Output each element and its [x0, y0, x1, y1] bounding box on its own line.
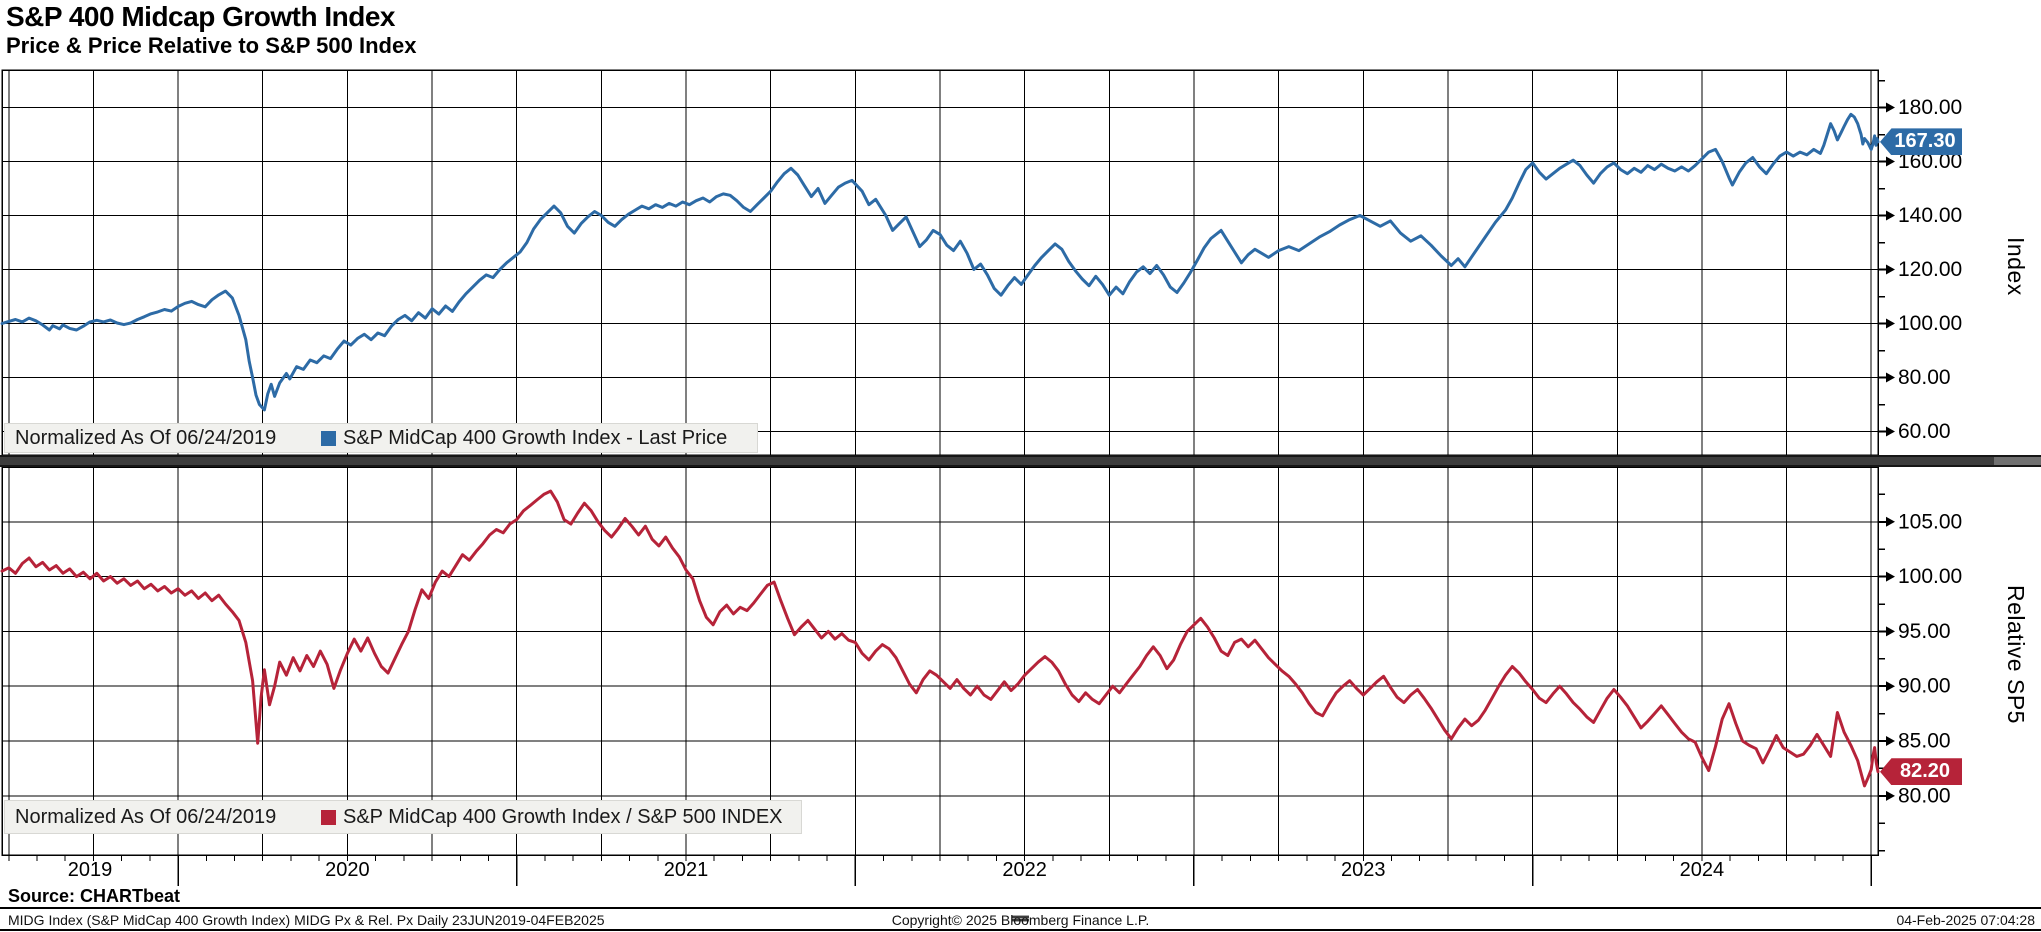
- svg-text:120.00: 120.00: [1898, 258, 1962, 281]
- footer-timestamp: 04-Feb-2025 07:04:28: [1896, 912, 2035, 928]
- svg-text:160.00: 160.00: [1898, 150, 1962, 173]
- svg-text:85.00: 85.00: [1898, 730, 1951, 753]
- splitter-grip-icon[interactable]: [1012, 915, 1029, 922]
- svg-text:100.00: 100.00: [1898, 565, 1962, 588]
- legend-normalized-label: Normalized As Of 06/24/2019: [15, 426, 277, 449]
- page-subtitle: Price & Price Relative to S&P 500 Index: [6, 33, 417, 58]
- legend-index-panel: Normalized As Of 06/24/2019 S&P MidCap 4…: [4, 423, 758, 453]
- source-label: Source: CHARTbeat: [8, 886, 181, 906]
- svg-text:95.00: 95.00: [1898, 620, 1951, 643]
- panel-splitter[interactable]: [0, 455, 2041, 922]
- footer-copyright: Copyright© 2025 Bloomberg Finance L.P.: [891, 912, 1150, 928]
- legend-index-series-label: S&P MidCap 400 Growth Index - Last Price: [343, 426, 728, 449]
- x-axis-year-label: 2021: [663, 859, 709, 881]
- relative-series-swatch-icon: [321, 809, 336, 825]
- x-axis-year-label: 2019: [67, 859, 113, 881]
- splitter-right-cap: [1994, 457, 2041, 465]
- svg-text:105.00: 105.00: [1898, 510, 1962, 533]
- footer-security-description: MIDG Index (S&P MidCap 400 Growth Index)…: [8, 912, 605, 928]
- page-title: S&P 400 Midcap Growth Index: [6, 1, 395, 32]
- index-series-swatch-icon: [321, 430, 336, 446]
- y-axis-title-index: Index: [2003, 237, 2029, 296]
- svg-text:90.00: 90.00: [1898, 675, 1951, 698]
- legend-relative-series-label: S&P MidCap 400 Growth Index / S&P 500 IN…: [343, 805, 783, 828]
- x-axis-year-label: 2023: [1341, 859, 1386, 881]
- svg-text:140.00: 140.00: [1898, 204, 1962, 227]
- svg-text:80.00: 80.00: [1898, 784, 1951, 807]
- x-axis-year-label: 2022: [1002, 859, 1047, 881]
- last-price-tag-index: 167.30: [1880, 128, 1962, 156]
- legend-relative-panel: Normalized As Of 06/24/2019 S&P MidCap 4…: [4, 800, 802, 834]
- y-axis-title-relative: Relative SP5: [2003, 585, 2029, 724]
- last-price-tag-relative: 82.20: [1880, 758, 1962, 786]
- svg-text:100.00: 100.00: [1898, 312, 1962, 335]
- svg-text:60.00: 60.00: [1898, 420, 1951, 443]
- svg-text:80.00: 80.00: [1898, 366, 1951, 389]
- footer-bar: MIDG Index (S&P MidCap 400 Growth Index)…: [0, 907, 2041, 931]
- svg-text:180.00: 180.00: [1898, 96, 1962, 119]
- legend-normalized-label: Normalized As Of 06/24/2019: [15, 805, 277, 828]
- x-axis-year-label: 2024: [1679, 859, 1725, 881]
- x-axis-year-label: 2020: [325, 859, 370, 881]
